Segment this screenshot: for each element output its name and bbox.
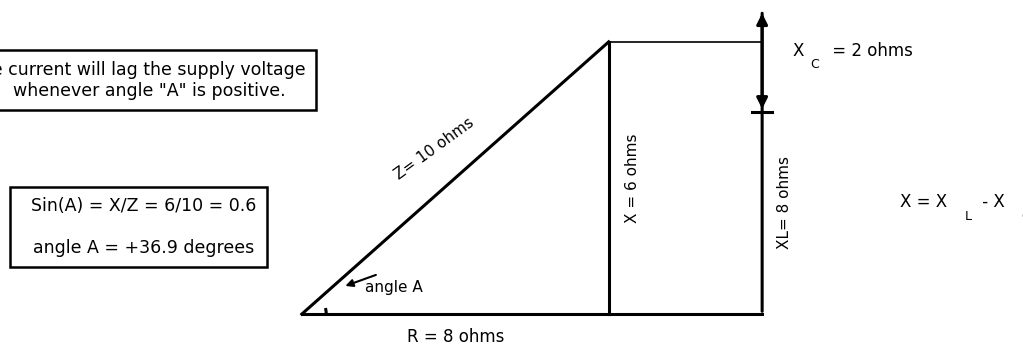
Text: L: L [965, 210, 972, 223]
Text: The current will lag the supply voltage
    whenever angle "A" is positive.: The current will lag the supply voltage … [0, 61, 306, 100]
Text: R = 8 ohms: R = 8 ohms [406, 328, 504, 346]
Text: X: X [793, 42, 804, 60]
Text: Sin(A) = X/Z = 6/10 = 0.6

  angle A = +36.9 degrees: Sin(A) = X/Z = 6/10 = 0.6 angle A = +36.… [19, 197, 257, 257]
Text: XL= 8 ohms: XL= 8 ohms [777, 156, 792, 249]
Text: X = X: X = X [900, 193, 947, 211]
Text: C: C [1021, 210, 1023, 223]
Text: - X: - X [977, 193, 1005, 211]
Text: Z= 10 ohms: Z= 10 ohms [393, 114, 477, 182]
Text: X = 6 ohms: X = 6 ohms [625, 133, 639, 223]
Text: angle A: angle A [365, 281, 422, 295]
Text: = 2 ohms: = 2 ohms [827, 42, 913, 60]
Text: C: C [810, 58, 819, 71]
